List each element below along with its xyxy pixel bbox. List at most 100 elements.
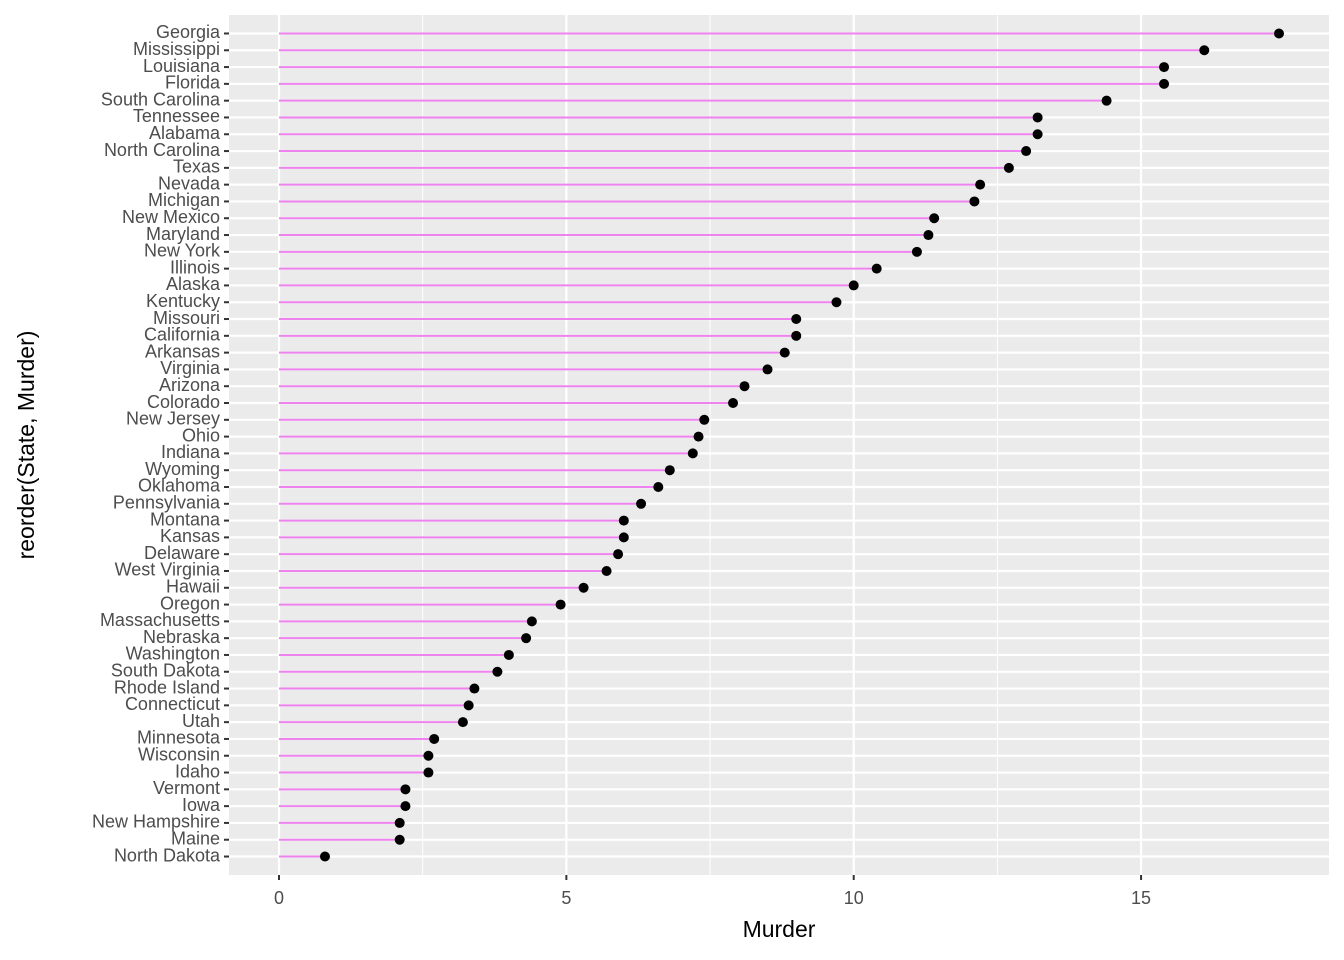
y-tick-label: Washington (126, 644, 220, 664)
y-tick-label: Arizona (159, 375, 221, 395)
y-tick-label: Oregon (160, 593, 220, 613)
point (400, 801, 411, 812)
y-tick-label: Ohio (182, 425, 220, 445)
y-tick-label: Kansas (160, 526, 220, 546)
y-tick-label: North Carolina (104, 140, 221, 160)
y-tick-label: Delaware (144, 543, 220, 563)
x-tick-label: 10 (844, 888, 864, 908)
y-tick-label: New Mexico (122, 207, 220, 227)
point (618, 532, 629, 543)
y-tick-label: Montana (150, 509, 221, 529)
panel (229, 15, 1329, 875)
y-tick-label: Nevada (158, 173, 221, 193)
y-tick-label: Missouri (153, 308, 220, 328)
y-tick-label: Florida (165, 73, 221, 93)
x-axis-title: Murder (743, 916, 816, 942)
point (601, 565, 612, 576)
point (1032, 129, 1043, 140)
y-tick-label: New York (144, 241, 221, 261)
point (319, 851, 330, 862)
y-tick-label: Texas (173, 157, 220, 177)
point (400, 784, 411, 795)
point (463, 700, 474, 711)
point (429, 733, 440, 744)
y-tick-label: Kentucky (146, 291, 220, 311)
y-tick-label: Alaska (166, 274, 221, 294)
y-tick-label: Hawaii (166, 577, 220, 597)
y-tick-label: New Jersey (126, 409, 220, 429)
point (739, 381, 750, 392)
y-tick-label: Mississippi (133, 39, 220, 59)
point (613, 549, 624, 560)
point (791, 314, 802, 325)
y-tick-label: Massachusetts (100, 610, 220, 630)
y-tick-label: New Hampshire (92, 812, 220, 832)
y-tick-label: Iowa (182, 795, 221, 815)
y-tick-label: Vermont (153, 778, 220, 798)
y-tick-label: Tennessee (133, 106, 220, 126)
y-tick-label: Maine (171, 828, 220, 848)
point (653, 481, 664, 492)
y-tick-label: Oklahoma (138, 476, 221, 496)
y-tick-label: Wyoming (145, 459, 220, 479)
point (492, 666, 503, 677)
y-axis-title: reorder(State, Murder) (13, 331, 39, 560)
y-tick-label: West Virginia (115, 560, 221, 580)
x-tick-label: 5 (561, 888, 571, 908)
point (423, 767, 434, 778)
y-tick-label: Wisconsin (138, 744, 220, 764)
y-tick-label: Arkansas (145, 341, 220, 361)
point (1159, 78, 1170, 89)
point (831, 297, 842, 308)
point (423, 750, 434, 761)
point (975, 179, 986, 190)
y-tick-label: Indiana (161, 442, 221, 462)
y-tick-label: Michigan (148, 190, 220, 210)
y-tick-label: Alabama (149, 123, 221, 143)
point (521, 633, 532, 644)
point (791, 330, 802, 341)
point (394, 817, 405, 828)
y-tick-label: Idaho (175, 761, 220, 781)
y-tick-label: North Dakota (114, 845, 221, 865)
y-tick-label: Virginia (160, 358, 221, 378)
point (664, 465, 675, 476)
point (1101, 95, 1112, 106)
point (728, 398, 739, 409)
point (693, 431, 704, 442)
point (1274, 28, 1284, 39)
point (394, 834, 405, 845)
y-tick-label: Pennsylvania (113, 493, 221, 513)
y-tick-label: Georgia (156, 22, 221, 42)
point (1032, 112, 1043, 123)
y-tick-label: Connecticut (125, 694, 220, 714)
y-tick-label: California (144, 325, 221, 345)
y-tick-label: Louisiana (143, 56, 221, 76)
point (457, 717, 468, 728)
y-tick-label: South Dakota (111, 661, 221, 681)
point (762, 364, 773, 375)
y-tick-label: Utah (182, 711, 220, 731)
point (848, 280, 859, 291)
point (555, 599, 566, 610)
point (699, 414, 710, 425)
y-tick-label: Maryland (146, 224, 220, 244)
y-tick-label: Nebraska (143, 627, 221, 647)
y-tick-label: Rhode Island (114, 677, 220, 697)
point (969, 196, 980, 207)
point (1021, 146, 1032, 157)
point (469, 683, 480, 694)
x-tick-label: 15 (1131, 888, 1151, 908)
point (578, 582, 589, 593)
point (618, 515, 629, 526)
point (687, 448, 698, 459)
point (871, 263, 882, 274)
y-tick-label: Colorado (147, 392, 220, 412)
point (923, 230, 934, 241)
x-tick-label: 0 (274, 888, 284, 908)
point (1159, 62, 1170, 73)
point (779, 347, 790, 358)
y-tick-label: Illinois (170, 257, 220, 277)
y-tick-label: Minnesota (137, 728, 221, 748)
